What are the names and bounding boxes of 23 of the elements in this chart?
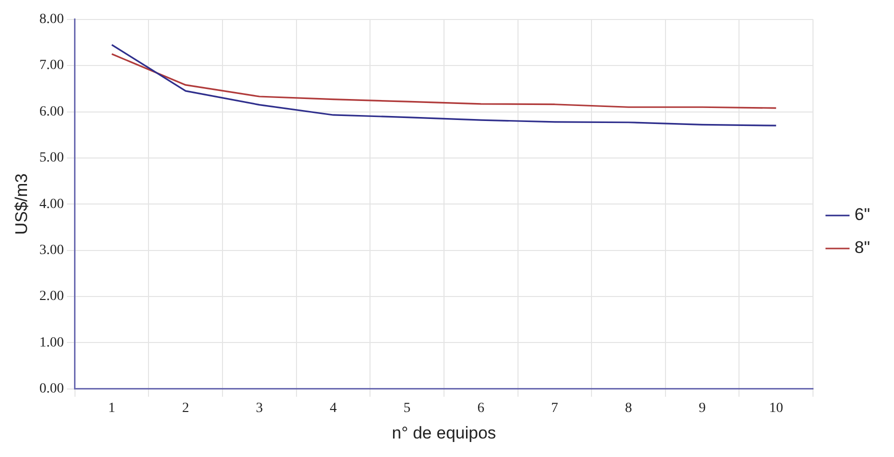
x-tick-label: 1 <box>108 400 116 416</box>
x-tick-label: 5 <box>404 400 411 416</box>
x-tick-label: 7 <box>551 400 558 416</box>
y-tick-label: 6.00 <box>39 104 64 120</box>
y-axis-title: US$/m3 <box>12 173 31 235</box>
x-tick-label: 3 <box>256 400 263 416</box>
y-tick-label: 3.00 <box>39 242 64 258</box>
x-tick-label: 4 <box>330 400 337 416</box>
x-axis-title: n° de equipos <box>392 423 496 442</box>
x-tick-label: 2 <box>182 400 190 416</box>
y-tick-label: 8.00 <box>39 12 64 28</box>
x-tick-label: 6 <box>477 400 484 416</box>
y-tick-label: 7.00 <box>39 58 64 74</box>
y-tick-label: 1.00 <box>39 335 64 350</box>
legend-label: 8" <box>854 238 870 258</box>
y-tick-label: 5.00 <box>39 150 64 166</box>
y-tick-label: 2.00 <box>39 289 64 304</box>
x-tick-label: 8 <box>624 400 632 416</box>
x-tick-label: 9 <box>698 400 706 416</box>
legend-label: 6" <box>854 205 870 224</box>
x-tick-label: 10 <box>769 400 784 416</box>
y-tick-label: 0.00 <box>39 381 64 396</box>
y-tick-label: 4.00 <box>39 196 64 212</box>
